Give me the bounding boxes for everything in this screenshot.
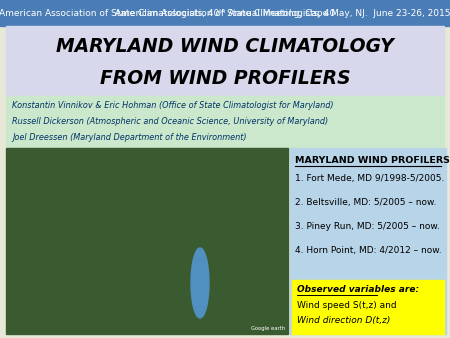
Text: Joel Dreessen (Maryland Department of the Environment): Joel Dreessen (Maryland Department of th… (12, 134, 247, 143)
Text: Google earth: Google earth (251, 326, 285, 331)
Text: 2. Beltsville, MD: 5/2005 – now.: 2. Beltsville, MD: 5/2005 – now. (295, 198, 436, 207)
Text: Observed variables are:: Observed variables are: (297, 286, 419, 294)
Text: American Association of State Climatologists, 40ᵗʰ Annual Meeting, Cape May, NJ.: American Association of State Climatolog… (0, 8, 450, 18)
Text: MARYLAND WIND PROFILERS:: MARYLAND WIND PROFILERS: (295, 156, 450, 165)
Bar (290, 148, 446, 334)
Bar (6, 96, 444, 148)
Text: 3. Piney Run, MD: 5/2005 – now.: 3. Piney Run, MD: 5/2005 – now. (295, 222, 440, 231)
Text: FROM WIND PROFILERS: FROM WIND PROFILERS (100, 69, 350, 88)
Ellipse shape (191, 248, 209, 318)
Text: Wind speed S(t,z) and: Wind speed S(t,z) and (297, 301, 396, 311)
Bar (6, 26, 444, 96)
Text: MARYLAND WIND CLIMATOLOGY: MARYLAND WIND CLIMATOLOGY (56, 37, 394, 55)
Bar (6, 148, 288, 334)
Text: 4. Horn Point, MD: 4/2012 – now.: 4. Horn Point, MD: 4/2012 – now. (295, 246, 441, 255)
Text: American Association of State Climatologists, 40: American Association of State Climatolog… (115, 8, 335, 18)
Text: Russell Dickerson (Atmospheric and Oceanic Science, University of Maryland): Russell Dickerson (Atmospheric and Ocean… (12, 118, 328, 126)
Text: Konstantin Vinnikov & Eric Hohman (Office of State Climatologist for Maryland): Konstantin Vinnikov & Eric Hohman (Offic… (12, 101, 333, 111)
Text: 1. Fort Mede, MD 9/1998-5/2005.: 1. Fort Mede, MD 9/1998-5/2005. (295, 174, 445, 183)
Bar (292, 280, 444, 334)
Bar (0, 0, 450, 26)
Text: Wind direction D(t,z): Wind direction D(t,z) (297, 315, 391, 324)
